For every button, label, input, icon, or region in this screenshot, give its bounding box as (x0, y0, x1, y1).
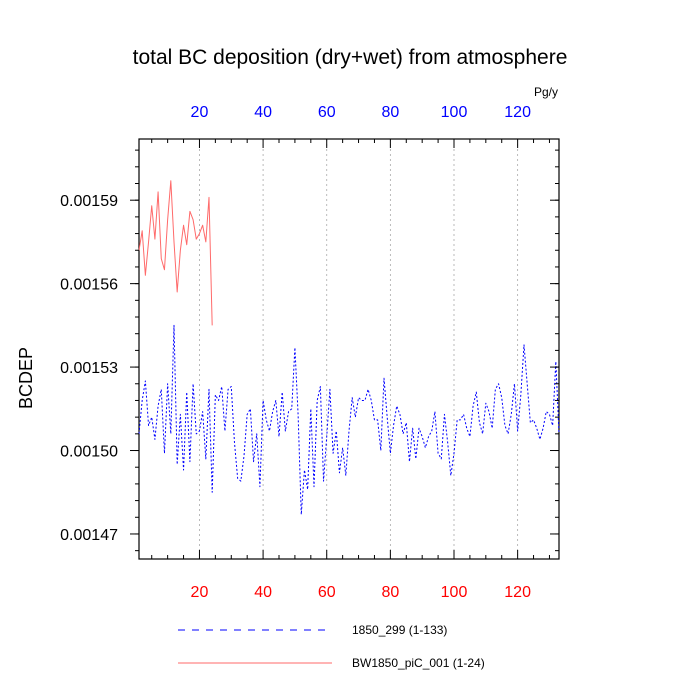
legend: 1850_299 (1-133) BW1850_piC_001 (1-24) (178, 623, 485, 670)
y-tick-label-1: 0.00150 (60, 444, 118, 461)
y-tick-label-3: 0.00156 (60, 277, 118, 294)
legend-label-bw1850-pic-001: BW1850_piC_001 (1-24) (352, 656, 485, 670)
series-line-1850-299 (138, 324, 560, 515)
x-tick-label-bottom-20: 20 (191, 584, 209, 601)
x-tick-label-top-120: 120 (504, 104, 531, 121)
x-tick-label-top-60: 60 (318, 104, 336, 121)
series-layer (138, 180, 560, 515)
x-tick-label-bottom-120: 120 (504, 584, 531, 601)
x-tick-label-bottom-80: 80 (381, 584, 399, 601)
x-tick-label-bottom-60: 60 (318, 584, 336, 601)
plot-frame (138, 138, 560, 560)
x-tick-label-top-40: 40 (254, 104, 272, 121)
y-tick-label-0: 0.00147 (60, 527, 118, 544)
axis-ticks (130, 139, 559, 559)
axis-tick-labels: 20 20 40 40 60 60 80 80 100 100 120 120 0.00147 0.001… (60, 104, 531, 601)
x-tick-label-top-100: 100 (441, 104, 468, 121)
units-label: Pg/y (534, 85, 558, 99)
y-tick-label-4: 0.00159 (60, 193, 118, 210)
y-tick-label-2: 0.00153 (60, 360, 118, 377)
grid-lines (199, 139, 519, 559)
chart-title: total BC deposition (dry+wet) from atmos… (133, 46, 568, 69)
legend-label-1850-299: 1850_299 (1-133) (352, 623, 447, 637)
x-tick-label-top-80: 80 (381, 104, 399, 121)
series-line-bw1850-pic-001 (138, 180, 213, 326)
y-axis-label: BCDEP (16, 347, 36, 409)
x-tick-label-top-20: 20 (191, 104, 209, 121)
x-tick-label-bottom-100: 100 (441, 584, 468, 601)
x-tick-label-bottom-40: 40 (254, 584, 272, 601)
